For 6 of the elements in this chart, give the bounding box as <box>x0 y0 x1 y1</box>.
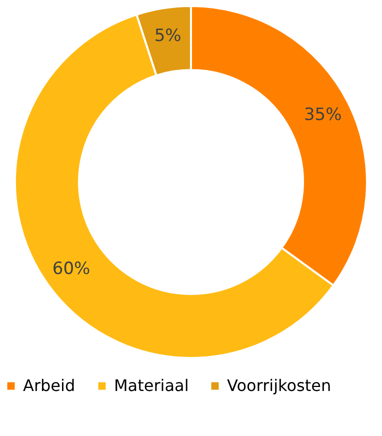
legend-label: Arbeid <box>23 376 76 395</box>
data-label: 35% <box>304 104 342 125</box>
legend-label: Voorrijkosten <box>227 376 332 395</box>
data-label: 5% <box>154 26 182 46</box>
data-label: 60% <box>52 258 90 279</box>
legend-label: Materiaal <box>114 376 189 395</box>
